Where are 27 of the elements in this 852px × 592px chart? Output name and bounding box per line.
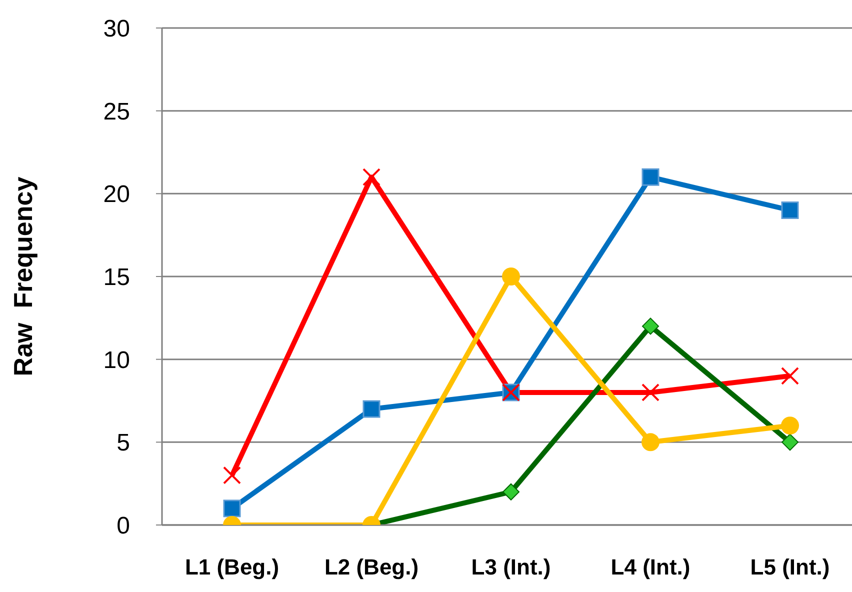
point (502, 483, 520, 500)
x-tick-label: L1 (Beg.) (184, 554, 280, 580)
y-tick-label: 15 (103, 264, 130, 292)
point (362, 400, 380, 418)
y-axis-title: Raw Frequency (8, 176, 38, 376)
point (502, 268, 520, 286)
point (642, 433, 660, 452)
point (781, 201, 799, 219)
point (642, 383, 660, 402)
y-tick-label: 0 (116, 512, 130, 540)
point (781, 366, 799, 385)
point (223, 466, 241, 484)
y-tick-label: 20 (103, 181, 130, 208)
point (362, 168, 380, 186)
point (782, 434, 798, 451)
y-tick-label: 30 (103, 16, 130, 43)
y-tick-label: 10 (103, 346, 130, 374)
x-tick-label: L3 (Int.) (471, 554, 551, 580)
x-tick-label: L5 (Int.) (750, 554, 830, 580)
x-tick-label: L2 (Beg.) (324, 554, 419, 580)
point (781, 416, 799, 435)
x-tick-label: L4 (Int.) (610, 554, 690, 580)
y-tick-label: 5 (116, 430, 130, 457)
point (642, 168, 660, 186)
point (223, 500, 241, 518)
y-tick-label: 25 (103, 98, 130, 126)
point (642, 318, 659, 335)
